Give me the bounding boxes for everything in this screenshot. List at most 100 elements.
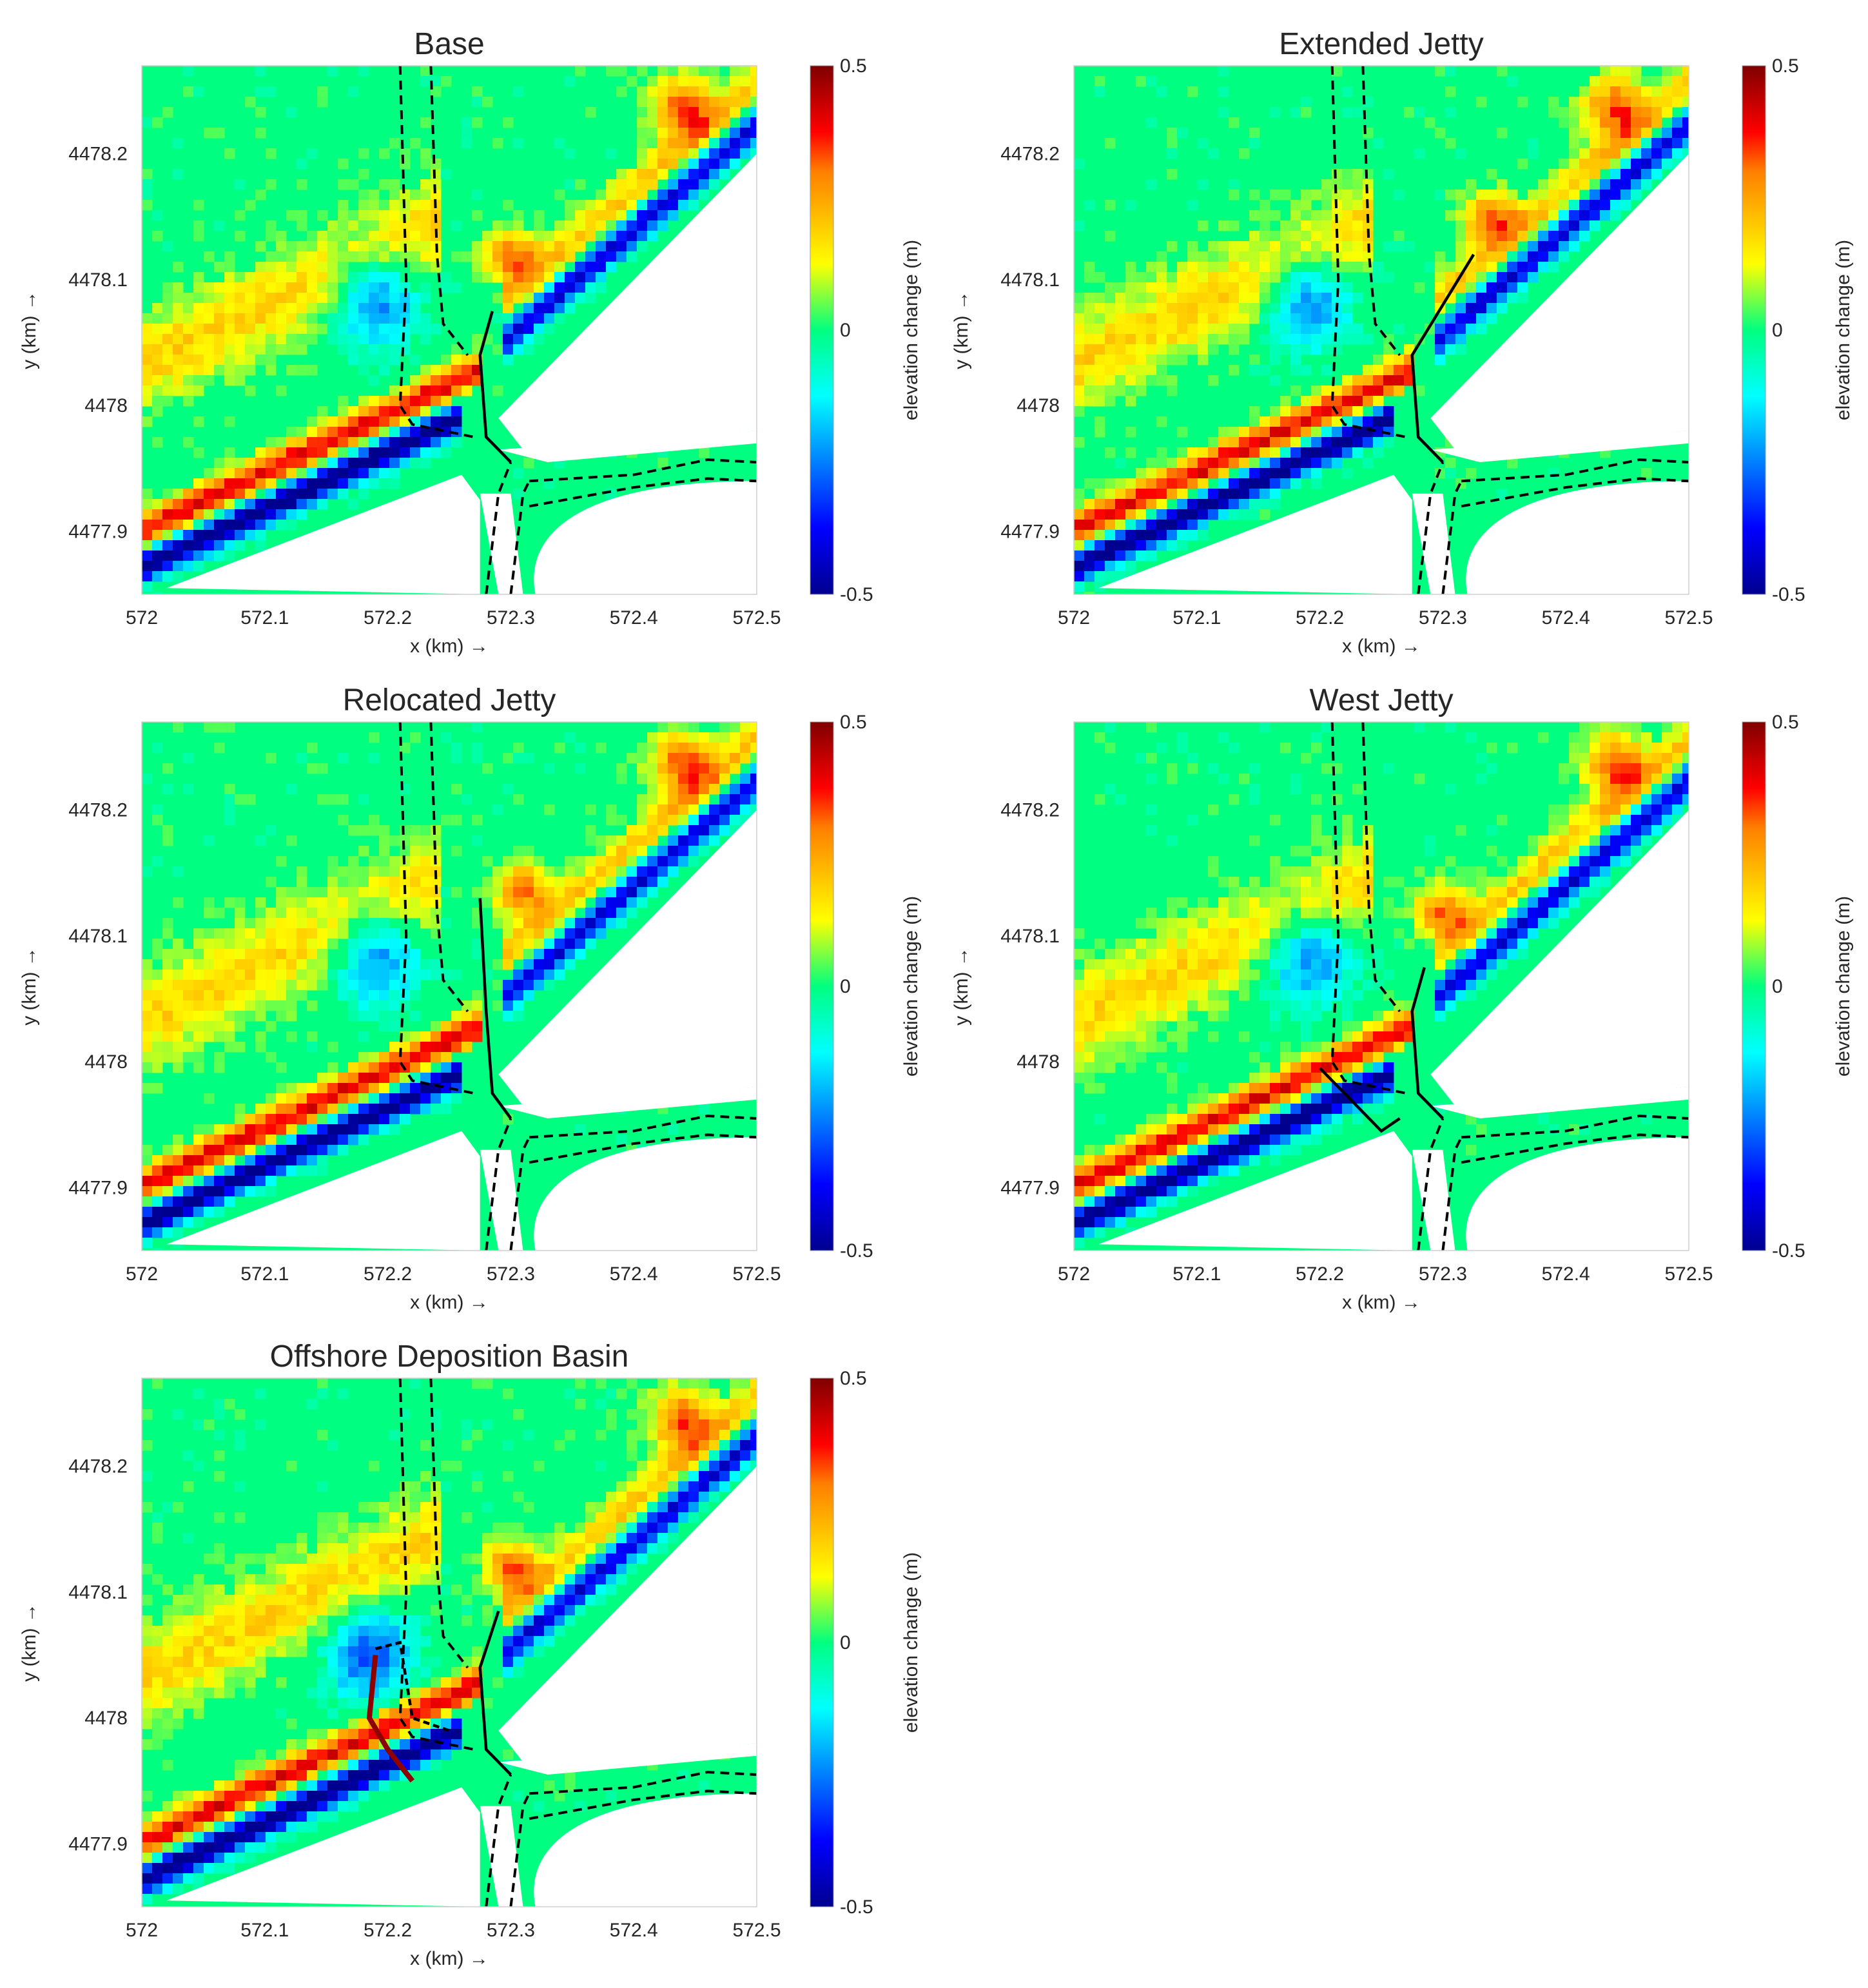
channel-outlines xyxy=(398,65,757,595)
channel-outlines xyxy=(1330,65,1689,595)
colorbar-tick-label: 0.5 xyxy=(840,1368,867,1389)
x-tick-label: 572 xyxy=(126,607,158,629)
panel-relocated: Relocated Jetty 572 572.1 572.2 572.3 572.4 57… xyxy=(19,683,922,1313)
x-tick-label: 572.5 xyxy=(732,1263,781,1285)
jetty-structures xyxy=(478,898,512,1120)
colorbar-label: elevation change (m) xyxy=(1833,896,1854,1077)
colorbar: 0.5 0 -0.5 elevation change (m) xyxy=(810,55,922,605)
jetty-structures xyxy=(478,311,512,463)
x-tick-label: 572.1 xyxy=(1172,607,1221,629)
jetty-structures xyxy=(1410,253,1475,463)
colorbar-label: elevation change (m) xyxy=(900,1552,922,1733)
basin-rim xyxy=(366,1655,414,1783)
land-mask xyxy=(166,810,757,1251)
x-tick-label: 572.3 xyxy=(487,607,535,629)
panel-base: Base 572 572.1 572.2 572.3 572.4 572.5 4477.9 44… xyxy=(19,27,922,657)
x-tick-label: 572 xyxy=(1058,1263,1090,1285)
colorbar-label: elevation change (m) xyxy=(1833,240,1854,420)
y-tick-label: 4478.2 xyxy=(1000,144,1060,165)
colorbar-gradient xyxy=(1742,721,1766,1251)
x-tick-label: 572.5 xyxy=(732,1920,781,1941)
y-tick-label: 4478.1 xyxy=(68,1582,128,1603)
x-tick-label: 572.3 xyxy=(1419,607,1467,629)
x-tick-label: 572 xyxy=(1058,607,1090,629)
x-tick-label: 572.5 xyxy=(1664,607,1713,629)
colorbar-gradient xyxy=(810,721,834,1251)
basin-outline xyxy=(375,1641,450,1732)
y-tick-label: 4478.2 xyxy=(1000,800,1060,821)
y-tick-label: 4477.9 xyxy=(68,1177,128,1198)
x-tick-label: 572.5 xyxy=(732,607,781,629)
x-tick-label: 572.3 xyxy=(1419,1263,1467,1285)
colorbar-tick-label: 0.5 xyxy=(840,712,867,733)
colorbar-tick-label: 0.5 xyxy=(1772,712,1799,733)
y-axis-label: y (km) → xyxy=(951,291,972,369)
heatmap-field xyxy=(1074,722,1689,1251)
y-tick-label: 4477.9 xyxy=(1000,1177,1060,1198)
colorbar-tick-label: 0 xyxy=(1772,320,1783,341)
heatmap-field xyxy=(1074,66,1689,594)
x-axis-label: x (km) → xyxy=(410,1292,489,1313)
east-jetty xyxy=(478,1610,512,1776)
panel-extended: Extended Jetty 572 572.1 572.2 572.3 572.4 572… xyxy=(951,27,1854,657)
colorbar: 0.5 0 -0.5 elevation change (m) xyxy=(1742,712,1854,1262)
panel-title: Base xyxy=(414,27,484,61)
east-jetty xyxy=(1410,253,1475,463)
colorbar-tick-label: -0.5 xyxy=(1772,584,1805,605)
channel-outlines xyxy=(1330,721,1689,1251)
colorbar-tick-label: 0.5 xyxy=(840,55,867,77)
x-tick-label: 572.2 xyxy=(364,1920,412,1941)
y-tick-label: 4478 xyxy=(1017,395,1060,416)
colorbar-tick-label: 0 xyxy=(840,320,851,341)
colorbar-tick-label: 0 xyxy=(840,1632,851,1653)
colorbar-tick-label: -0.5 xyxy=(840,584,873,605)
y-axis-label: y (km) → xyxy=(19,1603,40,1682)
axes-frame xyxy=(1073,65,1689,595)
y-tick-label: 4478.2 xyxy=(68,1456,128,1477)
colorbar-gradient xyxy=(810,65,834,595)
panel-title: Relocated Jetty xyxy=(343,683,556,717)
panel-west: West Jetty 572 572.1 572.2 572.3 572.4 572.5 44… xyxy=(951,683,1854,1313)
x-tick-label: 572.4 xyxy=(610,607,658,629)
colorbar-gradient xyxy=(1742,65,1766,595)
y-tick-label: 4478.1 xyxy=(1000,926,1060,947)
x-tick-label: 572.4 xyxy=(610,1920,658,1941)
y-tick-label: 4477.9 xyxy=(1000,521,1060,542)
east-jetty xyxy=(478,898,512,1120)
x-tick-label: 572.4 xyxy=(1542,1263,1590,1285)
x-axis-label: x (km) → xyxy=(1342,1292,1421,1313)
jetty-structures xyxy=(366,1610,512,1783)
land-mask xyxy=(1098,153,1689,594)
colorbar-gradient xyxy=(810,1378,834,1907)
colorbar-tick-label: -0.5 xyxy=(840,1896,873,1918)
panel-title: Extended Jetty xyxy=(1279,27,1484,61)
colorbar-tick-label: -0.5 xyxy=(840,1240,873,1262)
colorbar-tick-label: 0.5 xyxy=(1772,55,1799,77)
colorbar-label: elevation change (m) xyxy=(900,240,922,420)
y-tick-label: 4478.1 xyxy=(68,269,128,291)
east-jetty xyxy=(1410,967,1445,1120)
x-tick-label: 572.2 xyxy=(364,1263,412,1285)
x-axis-label: x (km) → xyxy=(1342,636,1421,657)
colorbar: 0.5 0 -0.5 elevation change (m) xyxy=(810,1368,922,1918)
x-tick-label: 572.4 xyxy=(1542,607,1590,629)
x-tick-label: 572.1 xyxy=(1172,1263,1221,1285)
x-tick-label: 572.3 xyxy=(487,1263,535,1285)
x-tick-label: 572.2 xyxy=(364,607,412,629)
y-axis-label: y (km) → xyxy=(951,947,972,1026)
y-axis-label: y (km) → xyxy=(19,291,40,369)
east-jetty xyxy=(478,311,512,463)
x-tick-label: 572.2 xyxy=(1296,1263,1344,1285)
colorbar: 0.5 0 -0.5 elevation change (m) xyxy=(810,712,922,1262)
x-axis-label: x (km) → xyxy=(410,1948,489,1969)
x-tick-label: 572.1 xyxy=(240,1263,289,1285)
y-tick-label: 4478 xyxy=(1017,1051,1060,1073)
x-axis-label: x (km) → xyxy=(410,636,489,657)
colorbar-tick-label: -0.5 xyxy=(1772,1240,1805,1262)
land-mask xyxy=(166,1466,757,1907)
y-tick-label: 4478.2 xyxy=(68,144,128,165)
y-tick-label: 4478.2 xyxy=(68,800,128,821)
land-mask xyxy=(166,153,757,594)
